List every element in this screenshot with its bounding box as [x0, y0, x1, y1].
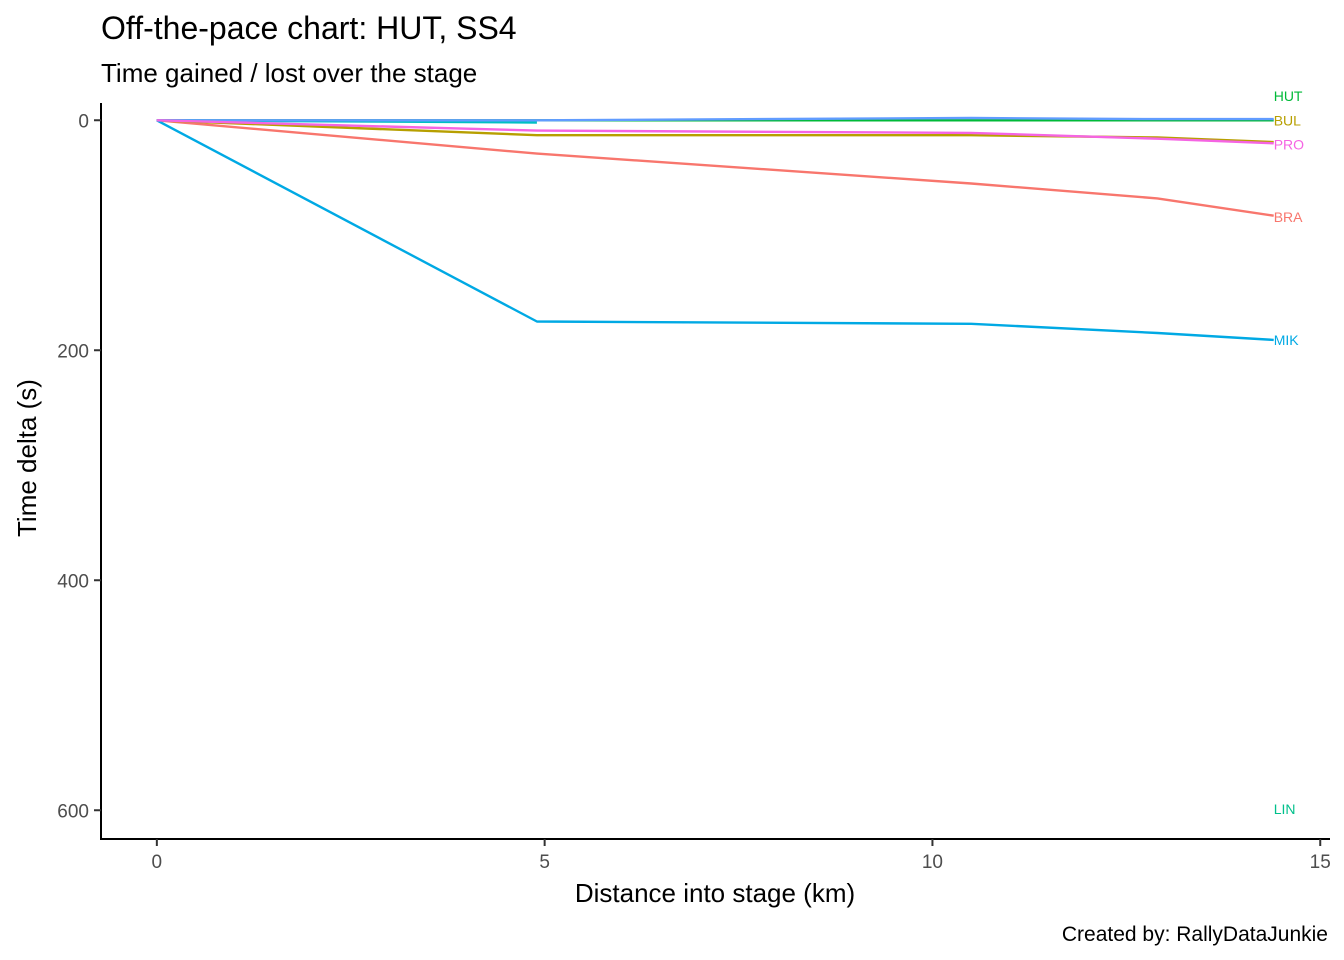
y-tick-label: 400 [57, 571, 89, 592]
series-end-labels: HUT BUL PRO BRA MIK LIN [1274, 88, 1304, 817]
chart-title: Off-the-pace chart: HUT, SS4 [101, 10, 517, 46]
series-lines [156, 116, 1274, 342]
series-line-bra [156, 119, 1274, 217]
x-tick-label: 15 [1310, 852, 1331, 873]
series-end-label-bra: BRA [1274, 209, 1303, 225]
series-end-label-mik: MIK [1274, 332, 1300, 348]
series-end-label-hut: HUT [1274, 88, 1303, 104]
y-axis-title: Time delta (s) [12, 379, 42, 537]
x-tick-label: 5 [539, 852, 550, 873]
x-tick-label: 0 [152, 852, 163, 873]
chart-subtitle: Time gained / lost over the stage [101, 58, 477, 88]
x-axis-ticks: 0 5 10 15 [152, 839, 1331, 873]
plot-area: 0 200 400 600 0 5 10 15 HUT BUL PRO BRA MIK LIN [57, 88, 1331, 873]
y-tick-label: 600 [57, 801, 89, 822]
x-axis-title: Distance into stage (km) [575, 878, 855, 908]
y-axis-ticks: 0 200 400 600 [57, 111, 101, 822]
series-line-mik [156, 119, 1274, 342]
y-tick-label: 0 [78, 111, 89, 132]
series-end-label-pro: PRO [1274, 136, 1304, 152]
y-tick-label: 200 [57, 341, 89, 362]
series-line-pro [156, 119, 1274, 145]
x-tick-label: 10 [922, 852, 943, 873]
series-line-unlabelled [156, 116, 1274, 122]
chart-caption: Created by: RallyDataJunkie [1062, 923, 1328, 946]
series-end-label-lin: LIN [1274, 801, 1296, 817]
series-end-label-bul: BUL [1274, 112, 1301, 128]
